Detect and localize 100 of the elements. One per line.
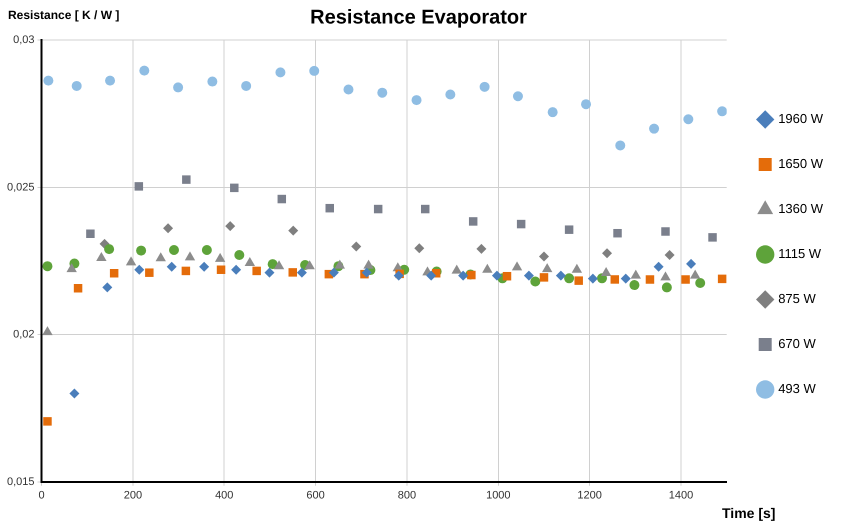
point [126, 256, 136, 266]
point [351, 241, 362, 252]
y-tick-label: 0,03 [13, 34, 35, 46]
point [268, 259, 278, 270]
point [43, 76, 54, 86]
point [244, 256, 256, 266]
point [69, 388, 80, 398]
point [42, 261, 52, 272]
point [156, 252, 166, 262]
point [134, 264, 144, 275]
x-tick-label: 0 [38, 489, 45, 502]
point [234, 250, 244, 260]
x-tick-label: 400 [215, 489, 234, 502]
point [646, 275, 654, 284]
point [377, 88, 388, 98]
x-tick-label: 800 [398, 489, 416, 502]
point [683, 114, 694, 124]
point [66, 263, 77, 272]
point [334, 260, 345, 269]
point [304, 260, 315, 270]
point [588, 274, 598, 284]
point [574, 276, 583, 285]
point [343, 84, 354, 94]
point [394, 270, 404, 281]
x-tick-label: 1200 [577, 489, 602, 502]
point [414, 243, 424, 254]
point [660, 271, 671, 280]
point [686, 258, 696, 269]
point [629, 280, 640, 290]
point [512, 261, 522, 270]
point [202, 245, 212, 256]
point [538, 251, 549, 262]
point [654, 262, 664, 272]
legend-label: 875 W [778, 291, 816, 306]
point [288, 226, 298, 236]
point [717, 106, 727, 116]
point [602, 248, 612, 258]
point [613, 228, 622, 238]
point [166, 262, 177, 272]
point [458, 270, 468, 281]
point [445, 89, 456, 100]
point [492, 270, 502, 281]
legend-label: 1360 W [778, 201, 824, 216]
point [309, 66, 320, 76]
point [600, 266, 612, 276]
y-tick-label: 0,02 [13, 328, 35, 341]
point [516, 220, 526, 228]
point [231, 264, 242, 275]
point [86, 230, 95, 238]
point [581, 99, 592, 110]
point [275, 67, 286, 78]
point [468, 217, 478, 226]
point [718, 274, 726, 284]
point [241, 80, 252, 91]
point [96, 252, 107, 261]
x-tick-label: 200 [124, 489, 142, 502]
point [199, 262, 210, 272]
legend-label: 1115 W [778, 246, 822, 262]
legend-label: 493 W [778, 381, 816, 396]
x-axis-title: Time [s] [722, 505, 776, 521]
point [110, 269, 118, 278]
point [102, 282, 112, 292]
point [136, 246, 146, 256]
point [216, 265, 226, 274]
point [214, 252, 226, 262]
point [72, 80, 82, 91]
point [145, 268, 154, 277]
point [661, 227, 670, 236]
point [163, 223, 174, 234]
point [556, 270, 566, 281]
x-tick-label: 1000 [486, 489, 511, 502]
point [43, 417, 52, 426]
point [182, 266, 190, 276]
point [264, 268, 274, 278]
point [326, 204, 334, 212]
point [296, 268, 307, 278]
point [572, 264, 582, 273]
point [480, 82, 490, 92]
point [530, 276, 540, 287]
point [502, 272, 512, 280]
point [182, 175, 191, 184]
x-tick-label: 1400 [668, 489, 694, 502]
point [564, 225, 574, 234]
point [184, 251, 196, 260]
point [649, 124, 660, 134]
point [42, 326, 53, 336]
point [278, 194, 286, 204]
point [412, 95, 422, 106]
point [105, 76, 116, 86]
point [690, 270, 700, 279]
point [476, 244, 486, 254]
point [104, 244, 114, 254]
point [288, 268, 297, 277]
point [225, 221, 236, 232]
point [139, 66, 150, 76]
point [615, 140, 626, 150]
point [426, 270, 436, 281]
point [681, 275, 690, 284]
point [540, 273, 548, 282]
x-tick-label: 600 [306, 489, 325, 502]
